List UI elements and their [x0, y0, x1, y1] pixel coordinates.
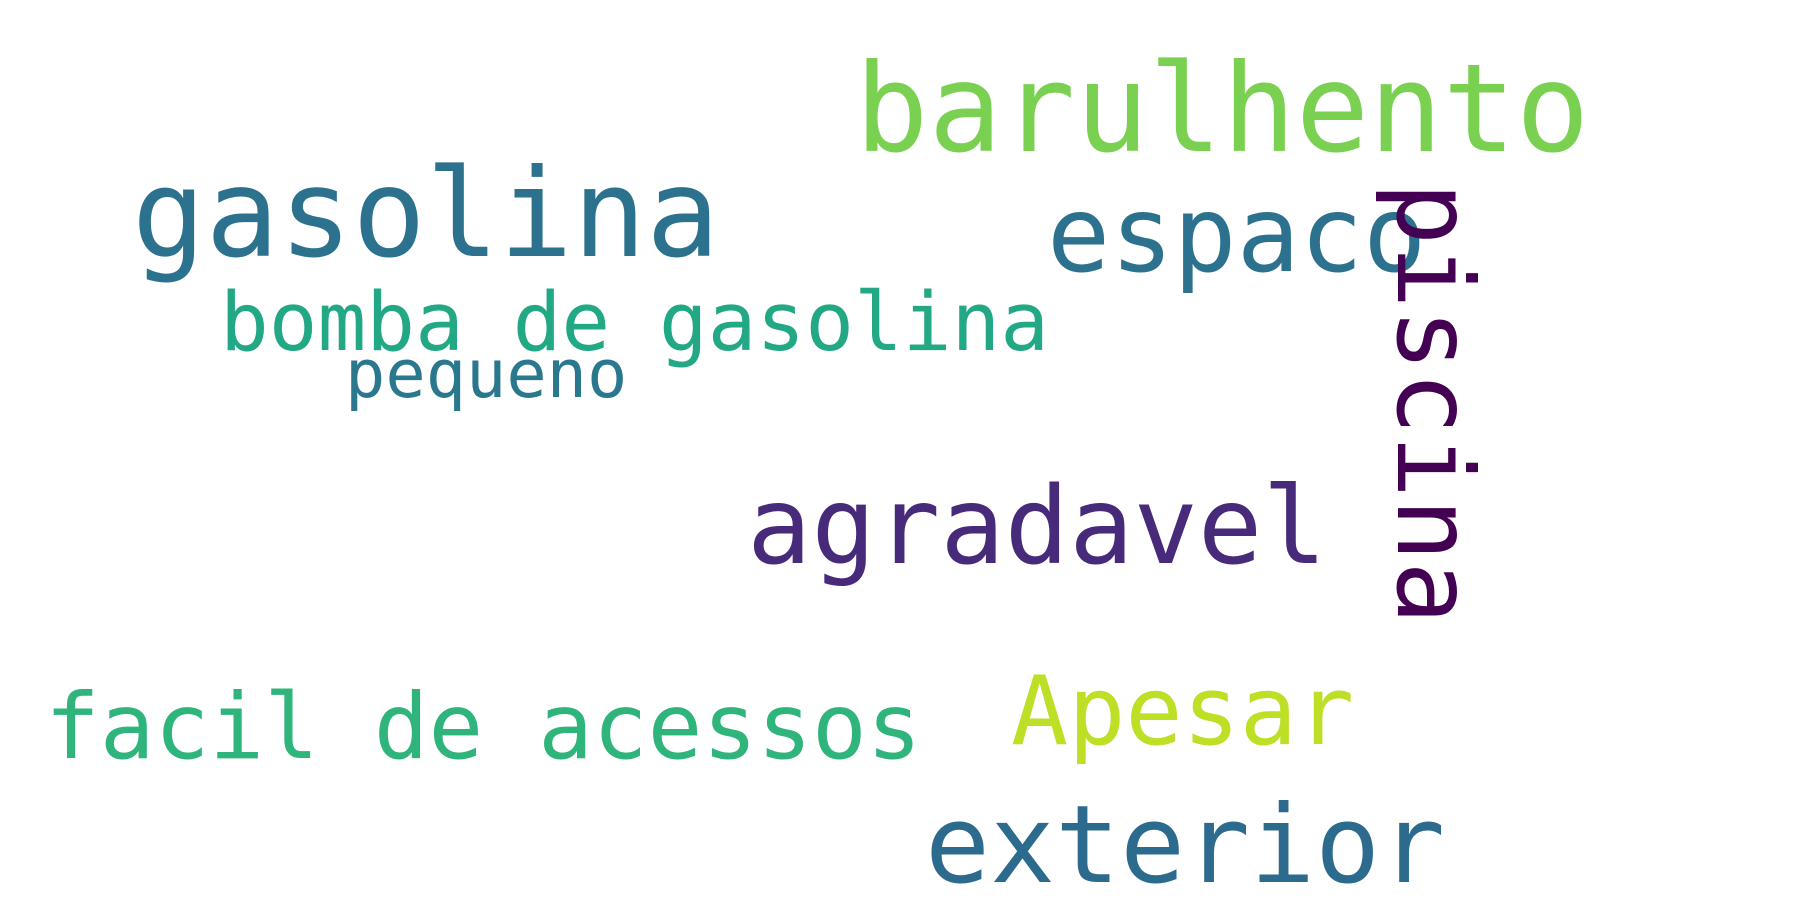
- word-agradavel: agradavel: [747, 465, 1327, 589]
- word-bomba-de-gasolina: bomba de gasolina: [220, 276, 1050, 370]
- word-pequeno: pequeno: [345, 335, 628, 413]
- word-exterior: exterior: [925, 783, 1446, 900]
- word-espaco: espaco: [1047, 174, 1427, 296]
- word-gasolina: gasolina: [132, 143, 720, 285]
- word-barulhento: barulhento: [855, 38, 1590, 180]
- word-facil-de-acessos: facil de acessos: [45, 675, 922, 780]
- word-piscina: piscina: [1373, 182, 1495, 625]
- word-apesar: Apesar: [1011, 657, 1355, 767]
